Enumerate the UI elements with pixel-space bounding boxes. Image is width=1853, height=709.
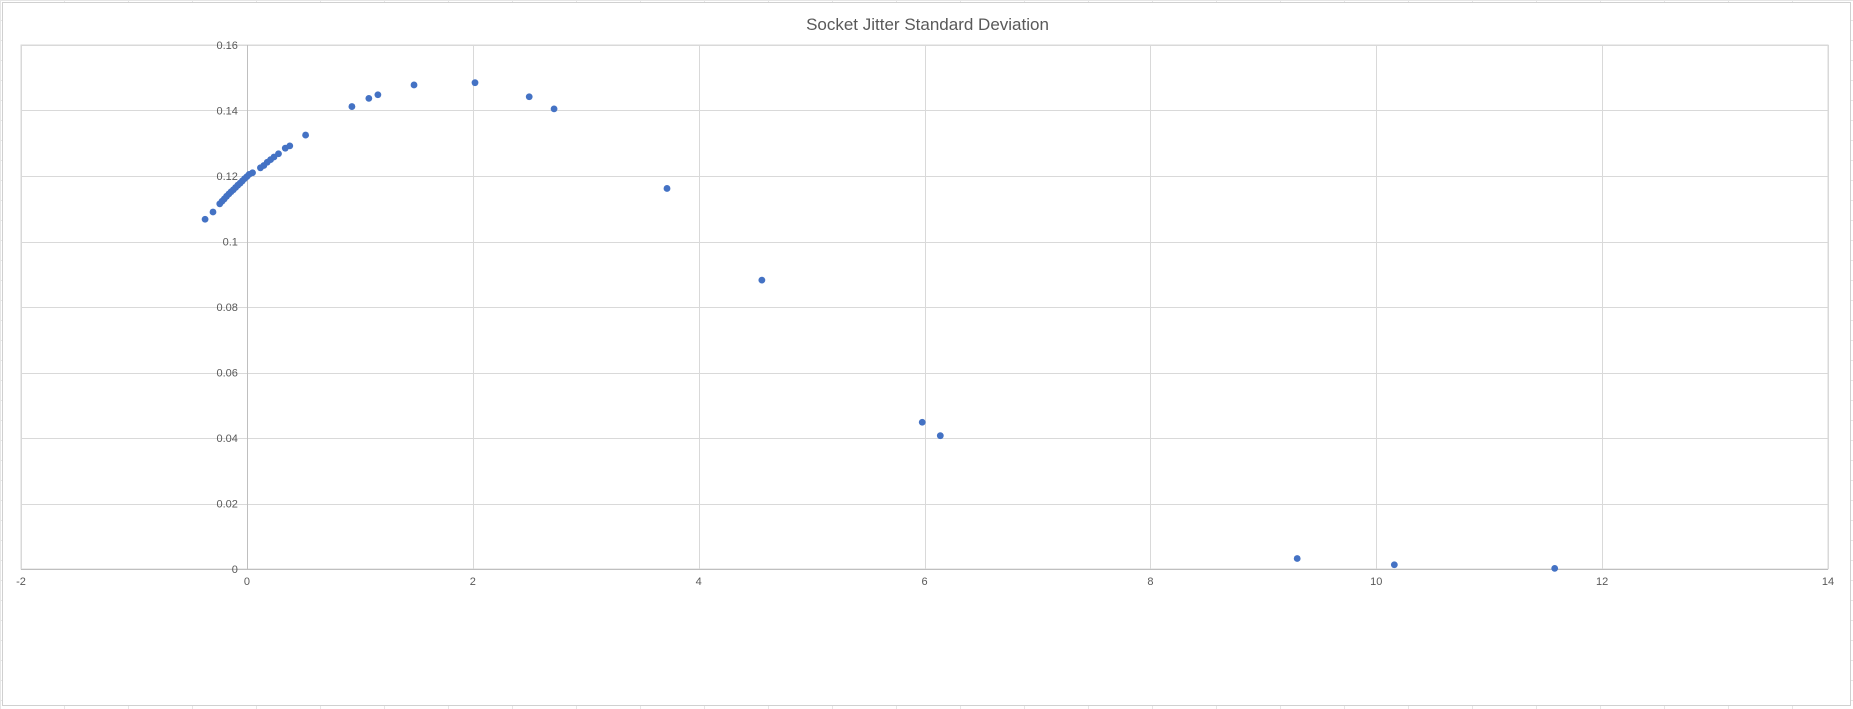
data-point [249, 169, 256, 177]
data-point [348, 103, 356, 110]
y-tick-label: 0.12 [216, 171, 237, 183]
y-tick-label: 0.08 [216, 302, 237, 314]
y-tick-label: 0 [232, 564, 238, 576]
x-tick-label: -2 [16, 576, 26, 588]
scatter-plot: -2 0 2 4 6 8 10 12 14 0 0.02 0.04 0.06 0.08 0.1 0.12 0.1… [16, 40, 1834, 588]
chart-title: Socket Jitter Standard Deviation [806, 15, 1049, 34]
x-tick-label: 6 [921, 576, 927, 588]
data-point [525, 93, 533, 101]
y-tick-label: 0.04 [216, 433, 237, 445]
y-tick-label: 0.16 [216, 40, 237, 52]
data-point [663, 185, 671, 192]
x-tick-label: 8 [1147, 576, 1153, 588]
data-point [286, 142, 294, 150]
data-point [410, 81, 418, 89]
y-tick-label: 0.06 [216, 368, 237, 380]
data-point [302, 131, 310, 139]
data-point [209, 208, 217, 216]
data-point [758, 276, 766, 284]
data-point [374, 91, 382, 99]
y-tick-label: 0.14 [216, 106, 237, 118]
data-point [918, 418, 926, 426]
data-point [1551, 564, 1559, 572]
data-point [1293, 555, 1301, 562]
x-tick-label: 2 [470, 576, 476, 588]
data-point [1390, 561, 1398, 569]
y-tick-label: 0.1 [223, 237, 238, 249]
x-tick-label: 12 [1596, 576, 1608, 588]
x-tick-label: 14 [1822, 576, 1834, 588]
data-point [550, 105, 558, 113]
y-tick-label: 0.02 [216, 499, 237, 511]
data-point [365, 94, 373, 102]
data-point [936, 432, 944, 440]
x-tick-label: 0 [244, 576, 250, 588]
data-point [201, 215, 209, 223]
data-point [275, 150, 282, 158]
data-point [471, 79, 479, 87]
x-tick-label: 10 [1370, 576, 1382, 588]
x-tick-label: 4 [696, 576, 702, 588]
